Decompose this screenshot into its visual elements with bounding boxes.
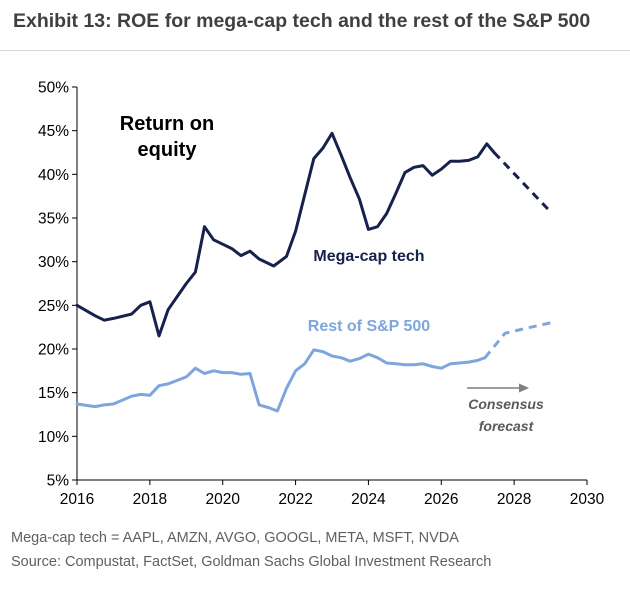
forecast-arrow-head-icon [519,383,529,393]
annotation-roe-line1: Return on [120,113,214,135]
y-tick-label: 40% [38,167,69,184]
x-tick-label: 2016 [60,491,94,508]
y-tick-label: 30% [38,254,69,271]
y-tick-label: 35% [38,211,69,228]
y-tick-label: 5% [47,473,70,490]
y-tick-label: 25% [38,298,69,315]
x-tick-label: 2022 [278,491,312,508]
annotation-rest-of-sp500: Rest of S&P 500 [308,318,431,335]
chart-annotations: Return on equity Mega-cap tech Rest of S… [120,113,544,434]
series-forecast-rest-of-s-p-500 [483,321,551,359]
annotation-consensus-line2: forecast [479,418,535,434]
title-divider [0,50,630,51]
y-tick-label: 10% [38,429,69,446]
x-tick-label: 2018 [133,491,167,508]
chart-series [75,131,552,413]
x-tick-label: 2026 [424,491,458,508]
y-tick-label: 20% [38,342,69,359]
chart-title: Exhibit 13: ROE for mega-cap tech and th… [13,10,591,32]
roe-line-chart: 5% 10% 15% 20% 25% 30% 35% 40% 45% 50% 2016 2018 202… [38,80,605,509]
footnote-source: Source: Compustat, FactSet, Goldman Sach… [11,554,492,570]
chart-axes: 5% 10% 15% 20% 25% 30% 35% 40% 45% 50% 2016 2018 202… [38,80,605,509]
x-tick-label: 2024 [351,491,386,508]
x-tick-label: 2020 [205,491,240,508]
footnote-constituents: Mega-cap tech = AAPL, AMZN, AVGO, GOOGL,… [11,530,459,546]
x-tick-label: 2028 [497,491,531,508]
y-tick-label: 15% [38,385,69,402]
x-tick-label: 2030 [570,491,605,508]
series-forecast-mega-cap-tech [493,151,552,213]
y-tick-label: 50% [38,80,69,97]
series-line-mega-cap-tech [75,131,496,338]
y-tick-label: 45% [38,123,69,140]
annotation-roe-line2: equity [138,139,198,161]
annotation-consensus-line1: Consensus [468,396,544,412]
series-line-rest-of-s-p-500 [75,348,487,413]
annotation-mega-cap-tech: Mega-cap tech [313,248,424,265]
